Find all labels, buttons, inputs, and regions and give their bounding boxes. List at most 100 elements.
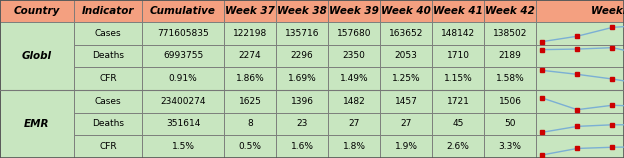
Bar [142, 22, 224, 45]
Text: 3.3%: 3.3% [499, 142, 522, 151]
Bar [432, 90, 484, 113]
Text: 1.9%: 1.9% [394, 142, 417, 151]
Text: 1.49%: 1.49% [339, 74, 368, 83]
Text: Week 41: Week 41 [433, 6, 483, 16]
Bar [432, 22, 484, 45]
Text: 1.69%: 1.69% [288, 74, 316, 83]
Bar [380, 0, 432, 22]
Bar [0, 22, 74, 90]
Bar [484, 90, 536, 113]
Text: 23400274: 23400274 [160, 97, 206, 106]
Bar [380, 67, 432, 90]
Bar [328, 90, 380, 113]
Text: 1.58%: 1.58% [495, 74, 524, 83]
Bar [276, 45, 328, 67]
Text: Week 38: Week 38 [277, 6, 327, 16]
Bar [328, 22, 380, 45]
Bar [484, 67, 536, 90]
Bar [484, 0, 536, 22]
Bar [142, 90, 224, 113]
Text: 122198: 122198 [233, 29, 267, 38]
Text: 2.6%: 2.6% [447, 142, 469, 151]
Bar [484, 135, 536, 158]
Text: Cases: Cases [95, 97, 121, 106]
Bar [0, 67, 74, 90]
Bar [0, 0, 74, 22]
Text: Cases: Cases [95, 29, 121, 38]
Text: Cumulative: Cumulative [150, 6, 216, 16]
Bar [142, 135, 224, 158]
Text: 50: 50 [504, 119, 516, 128]
Text: 771605835: 771605835 [157, 29, 209, 38]
Bar [484, 22, 536, 45]
Text: Country: Country [14, 6, 60, 16]
Bar [276, 0, 328, 22]
Text: Week 37: Week 37 [225, 6, 275, 16]
Bar [432, 45, 484, 67]
Bar [276, 22, 328, 45]
Bar [380, 90, 432, 113]
Bar [328, 67, 380, 90]
Bar [536, 0, 624, 22]
Text: 27: 27 [348, 119, 359, 128]
Text: CFR: CFR [99, 142, 117, 151]
Text: Globl: Globl [22, 51, 52, 61]
Text: 138502: 138502 [493, 29, 527, 38]
Bar [536, 135, 624, 158]
Text: 1.8%: 1.8% [343, 142, 366, 151]
Text: 1710: 1710 [447, 52, 469, 61]
Text: 1482: 1482 [343, 97, 366, 106]
Text: 1.5%: 1.5% [172, 142, 195, 151]
Text: 2189: 2189 [499, 52, 522, 61]
Text: Week 42: Week 42 [485, 6, 535, 16]
Bar [224, 0, 276, 22]
Bar [142, 113, 224, 135]
Bar [536, 67, 624, 90]
Bar [74, 45, 142, 67]
Text: 6993755: 6993755 [163, 52, 203, 61]
Text: 1721: 1721 [447, 97, 469, 106]
Text: 1.6%: 1.6% [291, 142, 313, 151]
Text: 0.5%: 0.5% [238, 142, 261, 151]
Bar [380, 45, 432, 67]
Text: 45: 45 [452, 119, 464, 128]
Text: 1.15%: 1.15% [444, 74, 472, 83]
Bar [74, 135, 142, 158]
Bar [74, 90, 142, 113]
Bar [432, 67, 484, 90]
Text: 135716: 135716 [285, 29, 319, 38]
Bar [380, 113, 432, 135]
Bar [276, 113, 328, 135]
Text: 2350: 2350 [343, 52, 366, 61]
Bar [380, 22, 432, 45]
Bar [0, 90, 74, 113]
Bar [74, 22, 142, 45]
Bar [484, 45, 536, 67]
Text: 1457: 1457 [394, 97, 417, 106]
Text: 1.86%: 1.86% [236, 74, 265, 83]
Text: 27: 27 [401, 119, 412, 128]
Text: Deaths: Deaths [92, 52, 124, 61]
Bar [224, 45, 276, 67]
Text: 23: 23 [296, 119, 308, 128]
Bar [276, 135, 328, 158]
Bar [536, 90, 624, 113]
Bar [0, 135, 74, 158]
Text: 351614: 351614 [166, 119, 200, 128]
Bar [74, 113, 142, 135]
Bar [224, 67, 276, 90]
Bar [536, 45, 624, 67]
Text: 1625: 1625 [238, 97, 261, 106]
Bar [0, 22, 74, 45]
Text: Week 39: Week 39 [329, 6, 379, 16]
Text: Deaths: Deaths [92, 119, 124, 128]
Text: 1396: 1396 [291, 97, 313, 106]
Text: 2296: 2296 [291, 52, 313, 61]
Text: 157680: 157680 [337, 29, 371, 38]
Bar [328, 113, 380, 135]
Bar [142, 45, 224, 67]
Bar [380, 135, 432, 158]
Text: 8: 8 [247, 119, 253, 128]
Bar [224, 90, 276, 113]
Text: 2274: 2274 [239, 52, 261, 61]
